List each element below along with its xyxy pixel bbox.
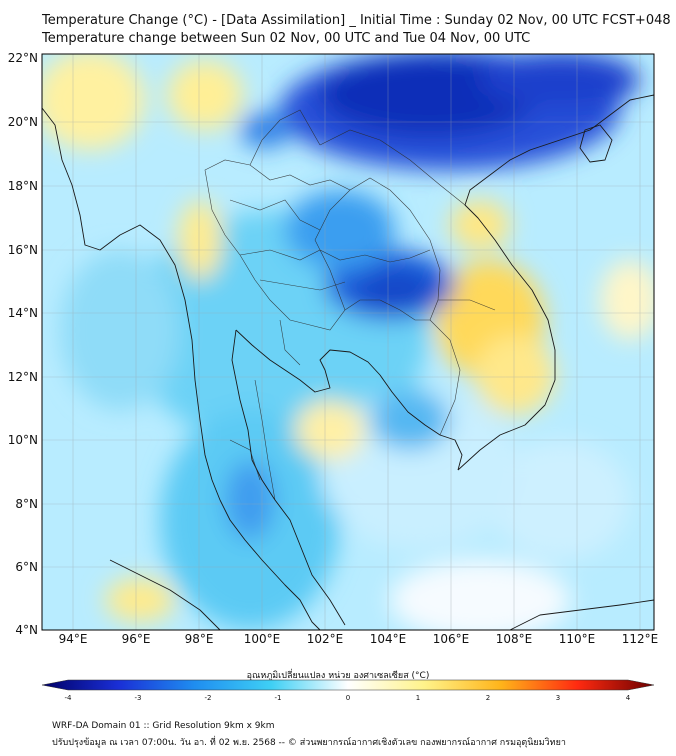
lat-label-16n: 16°N [7, 243, 38, 257]
plot-frame [41, 53, 655, 631]
admin-borders [204, 109, 496, 501]
colorbar-tick-4: 4 [625, 694, 631, 702]
lon-label-96e: 96°E [121, 632, 151, 646]
model-info: WRF-DA Domain 01 :: Grid Resolution 9km … [52, 721, 275, 731]
colorbar-tick-neg3: -3 [134, 694, 142, 702]
lat-label-14n: 14°N [7, 306, 38, 320]
lat-label-22n: 22°N [7, 51, 38, 65]
lon-label-102e: 102°E [306, 632, 344, 646]
colorbar-tick-1: 1 [415, 694, 421, 702]
colorbar-tick-neg4: -4 [64, 694, 72, 702]
lat-label-20n: 20°N [7, 115, 38, 129]
lat-label-18n: 18°N [7, 179, 38, 193]
temperature-change-map [41, 53, 655, 631]
lon-label-100e: 100°E [243, 632, 281, 646]
colorbar-tick-neg2: -2 [204, 694, 212, 702]
temperature-field [42, 54, 654, 630]
coastlines [41, 94, 655, 631]
colorbar-tick-2: 2 [485, 694, 491, 702]
credit-line: ปรับปรุงข้อมูล ณ เวลา 07:00น. วัน อา. ที… [52, 738, 566, 748]
lat-label-8n: 8°N [15, 497, 38, 511]
lon-label-112e: 112°E [621, 632, 659, 646]
colorbar-tick-3: 3 [555, 694, 561, 702]
colorbar-tick-0: 0 [345, 694, 351, 702]
lon-label-98e: 98°E [184, 632, 214, 646]
lon-label-104e: 104°E [369, 632, 407, 646]
colorbar-tick-neg1: -1 [274, 694, 282, 702]
lat-label-12n: 12°N [7, 370, 38, 384]
lat-label-10n: 10°N [7, 433, 38, 447]
lon-label-94e: 94°E [58, 632, 88, 646]
lat-label-4n: 4°N [15, 623, 38, 637]
graticule [42, 54, 654, 630]
lon-label-108e: 108°E [495, 632, 533, 646]
lat-label-6n: 6°N [15, 560, 38, 574]
colorbar-title: อุณหภูมิเปลี่ยนแปลง หน่วย องศาเซลเซียส (… [246, 671, 430, 681]
lon-label-106e: 106°E [432, 632, 470, 646]
map-subtitle: Temperature change between Sun 02 Nov, 0… [42, 31, 531, 46]
map-title: Temperature Change (°C) - [Data Assimila… [42, 13, 671, 28]
lon-label-110e: 110°E [558, 632, 596, 646]
